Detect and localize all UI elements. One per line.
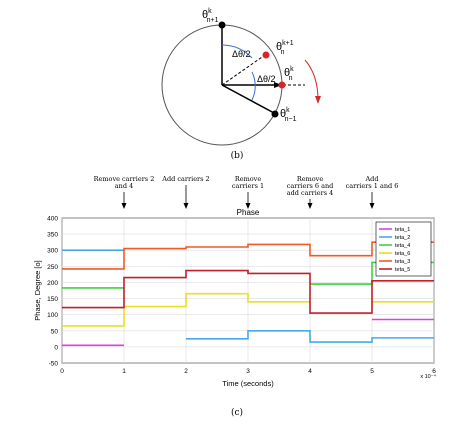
x-tick-label: 6: [432, 368, 436, 375]
y-tick-label: 50: [51, 328, 59, 335]
event-annotation-line: Add: [365, 175, 379, 183]
chart-title: Phase: [237, 208, 260, 217]
label-theta-n-minus-1: θk n−1: [280, 107, 297, 123]
series-line-teta-6: [62, 292, 434, 327]
event-annotation-line: Remove: [234, 175, 262, 183]
point-theta-n-plus-1: [218, 21, 226, 29]
caption-c: (c): [230, 408, 244, 418]
delta-arc-upper: [221, 44, 253, 59]
legend-entry: teta_5: [395, 267, 410, 273]
label-theta-n: θk n: [284, 66, 294, 82]
y-tick-label: -50: [49, 361, 59, 368]
legend-entry: teta_3: [395, 259, 410, 265]
delta-arc-lower: [251, 71, 256, 101]
event-annotation-line: and 4: [114, 182, 134, 190]
event-arrowhead: [369, 203, 375, 209]
y-tick-label: 0: [54, 344, 58, 351]
x-tick-label: 1: [122, 368, 126, 375]
event-arrowhead: [121, 203, 127, 209]
x-tick-label: 5: [370, 368, 374, 375]
series-line-teta-1: [62, 318, 434, 347]
x-axis-label: Time (seconds): [222, 379, 274, 388]
point-theta-n-minus-1: [271, 110, 279, 118]
event-annotation-line: Add carriers 2: [162, 175, 210, 183]
event-annotation-line: carriers 1 and 6: [345, 182, 399, 190]
x-tick-label: 0: [60, 368, 64, 375]
arrowhead: [274, 82, 282, 88]
point-theta-n: [278, 81, 286, 89]
label-theta-n-plus-1: θk n+1: [202, 8, 219, 24]
y-axis-label: Phase, Degree [o]: [33, 260, 42, 320]
label-theta-n-k-plus-1: θk+1 n: [276, 40, 294, 56]
legend-entry: teta_2: [395, 235, 410, 241]
event-annotation: Add carriers 1 and 6: [335, 176, 409, 190]
x-exponent-label: x 10⁻⁴: [420, 373, 436, 380]
event-annotation: Remove carriers 1: [211, 176, 285, 190]
phase-circle-diagram: θk n+1 θk+1 n θk n θk n−1 Δθ/2 Δθ/2: [161, 8, 321, 146]
series-line-teta-5: [62, 269, 434, 314]
label-delta-upper: Δθ/2: [232, 49, 251, 59]
y-tick-label: 150: [47, 296, 58, 303]
dashed-bisector: [221, 54, 266, 86]
legend-entry: teta_1: [395, 227, 410, 233]
x-tick-label: 3: [246, 368, 250, 375]
event-arrowhead: [245, 203, 251, 209]
y-tick-label: 200: [47, 280, 58, 287]
event-annotation-line: add carriers 4: [286, 189, 334, 197]
y-tick-label: 300: [47, 248, 58, 255]
event-annotation: Add carriers 2: [149, 176, 223, 183]
caption-b: (b): [230, 151, 244, 161]
legend-entry: teta_6: [395, 251, 410, 257]
rotation-arrow: [304, 59, 319, 101]
legend-entry: teta_4: [395, 243, 410, 249]
event-annotation: Remove carriers 2 and 4: [87, 176, 161, 190]
y-tick-label: 100: [47, 312, 58, 319]
legend: [375, 221, 432, 277]
event-annotation-line: Remove: [296, 175, 324, 183]
series-line-teta-3: [62, 241, 434, 270]
event-annotation-line: carriers 6 and: [286, 182, 334, 190]
y-tick-label: 350: [47, 232, 58, 239]
event-arrowhead: [183, 203, 189, 209]
event-annotation-line: Remove carriers 2: [93, 175, 155, 183]
point-theta-n-k-plus-1: [262, 51, 270, 59]
x-tick-label: 2: [184, 368, 188, 375]
event-annotation: Remove carriers 6 and add carriers 4: [273, 176, 347, 197]
vector-theta-n-minus-1: [221, 84, 275, 114]
series-line-teta-2: [62, 249, 434, 343]
event-arrowhead: [307, 203, 313, 209]
y-tick-label: 250: [47, 264, 58, 271]
event-annotation-line: carriers 1: [231, 182, 265, 190]
y-tick-label: 400: [47, 216, 58, 223]
label-delta-lower: Δθ/2: [257, 74, 276, 84]
rotation-arrowhead: [315, 96, 321, 104]
x-tick-label: 4: [308, 368, 312, 375]
